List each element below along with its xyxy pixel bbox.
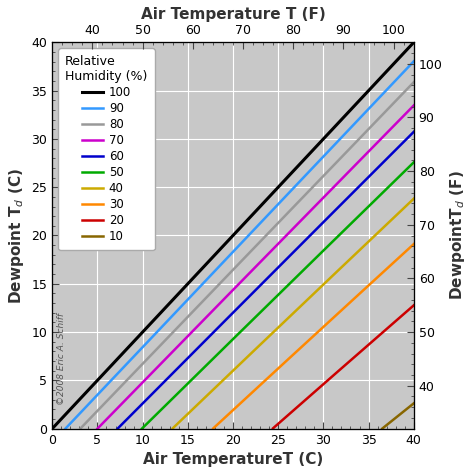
Line: 100: 100 <box>52 42 414 428</box>
70 <box>282 235 287 240</box>
20 <box>365 343 370 348</box>
80 <box>96 406 102 412</box>
60 <box>115 426 120 431</box>
90 <box>143 341 148 347</box>
60 <box>164 377 169 383</box>
70 <box>217 301 222 307</box>
10 <box>409 402 414 408</box>
80 <box>150 350 156 356</box>
Line: 20: 20 <box>273 305 414 428</box>
Legend: 100, 90, 80, 70, 60, 50, 40, 30, 20, 10: 100, 90, 80, 70, 60, 50, 40, 30, 20, 10 <box>58 48 155 250</box>
30 <box>250 389 256 394</box>
50 <box>406 164 412 170</box>
60 <box>411 129 417 135</box>
60 <box>177 364 182 369</box>
40 <box>170 426 175 431</box>
90 <box>411 58 417 64</box>
Line: 60: 60 <box>118 132 414 428</box>
90 <box>63 426 68 431</box>
Line: 90: 90 <box>65 61 414 428</box>
X-axis label: Air Temperature T (F): Air Temperature T (F) <box>141 7 325 22</box>
80 <box>265 230 271 236</box>
90 <box>359 113 365 119</box>
Text: ©2008 Eric A. Schiff: ©2008 Eric A. Schiff <box>57 313 66 405</box>
80 <box>403 87 409 93</box>
30 <box>210 426 216 431</box>
Line: 40: 40 <box>173 199 414 428</box>
20 <box>370 338 376 344</box>
90 <box>263 214 269 220</box>
50 <box>154 411 159 417</box>
100 <box>331 125 337 130</box>
40 <box>301 300 307 306</box>
10 <box>398 411 403 417</box>
40 <box>208 389 214 394</box>
100 <box>49 426 55 431</box>
70 <box>248 269 254 274</box>
10 <box>380 425 386 431</box>
50 <box>172 393 178 399</box>
40 <box>411 196 417 201</box>
90 <box>121 364 127 370</box>
70 <box>393 121 399 127</box>
100 <box>86 386 92 392</box>
20 <box>379 330 384 336</box>
Line: 30: 30 <box>213 244 414 428</box>
Line: 10: 10 <box>382 403 414 428</box>
90 <box>372 100 377 106</box>
70 <box>95 426 100 431</box>
90 <box>173 309 179 315</box>
10 <box>411 401 417 406</box>
30 <box>411 241 417 247</box>
30 <box>268 373 273 378</box>
100 <box>338 118 344 123</box>
20 <box>411 302 417 308</box>
50 <box>285 282 291 288</box>
100 <box>196 270 201 275</box>
50 <box>139 426 145 431</box>
80 <box>411 79 417 85</box>
50 <box>264 303 270 309</box>
20 <box>287 411 292 417</box>
60 <box>250 290 255 296</box>
40 <box>285 316 291 321</box>
70 <box>411 103 417 109</box>
40 <box>378 227 383 233</box>
80 <box>381 111 386 117</box>
Line: 50: 50 <box>142 162 414 428</box>
20 <box>386 324 392 330</box>
80 <box>78 426 83 431</box>
Y-axis label: Dewpoint T$_d$ (C): Dewpoint T$_d$ (C) <box>7 167 26 303</box>
10 <box>388 419 394 424</box>
70 <box>372 143 377 148</box>
50 <box>330 238 336 244</box>
40 <box>331 272 337 277</box>
30 <box>270 370 276 376</box>
100 <box>411 39 417 45</box>
30 <box>282 359 288 365</box>
30 <box>258 382 264 387</box>
60 <box>224 316 229 322</box>
60 <box>246 294 252 300</box>
Y-axis label: DewpointT$_d$ (F): DewpointT$_d$ (F) <box>448 171 467 301</box>
20 <box>375 333 381 339</box>
100 <box>209 255 214 261</box>
Line: 70: 70 <box>98 106 414 428</box>
10 <box>395 413 401 419</box>
50 <box>411 159 417 165</box>
X-axis label: Air TemperatureT (C): Air TemperatureT (C) <box>143 452 323 467</box>
Line: 80: 80 <box>81 82 414 428</box>
10 <box>389 419 394 424</box>
40 <box>324 278 330 283</box>
60 <box>163 378 168 383</box>
80 <box>260 237 265 242</box>
100 <box>298 161 303 166</box>
30 <box>312 331 318 337</box>
10 <box>379 426 385 431</box>
20 <box>270 426 276 431</box>
70 <box>191 327 197 332</box>
